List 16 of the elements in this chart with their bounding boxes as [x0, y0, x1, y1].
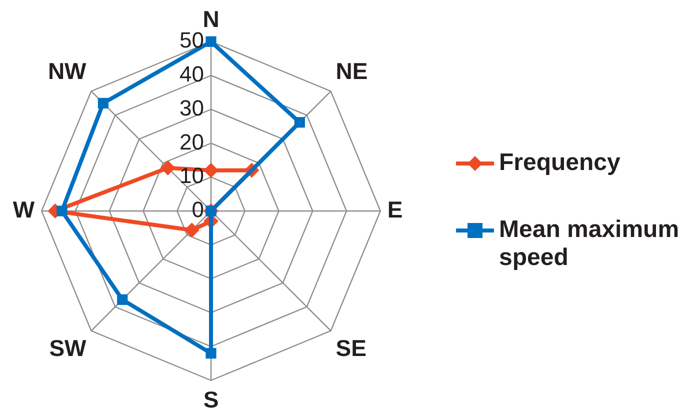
spoke-label: NE: [336, 58, 368, 84]
legend-label: Mean maximum speed: [499, 216, 680, 272]
spoke-label: SE: [336, 334, 366, 361]
spoke-label: W: [12, 196, 35, 222]
y-tick-label: 20: [180, 129, 204, 154]
y-tick-label: 0: [192, 197, 204, 222]
legend-label: Frequency: [499, 149, 622, 176]
spoke-label: SW: [49, 334, 87, 361]
y-tick-label: 40: [180, 62, 204, 87]
spoke-label: S: [203, 386, 219, 413]
spoke-label: N: [202, 6, 220, 32]
y-tick-label: 10: [180, 163, 204, 188]
y-tick-label: 50: [180, 28, 204, 53]
y-tick-label: 30: [180, 95, 204, 120]
spoke-label: NW: [48, 58, 87, 84]
spoke-label: E: [387, 196, 403, 222]
